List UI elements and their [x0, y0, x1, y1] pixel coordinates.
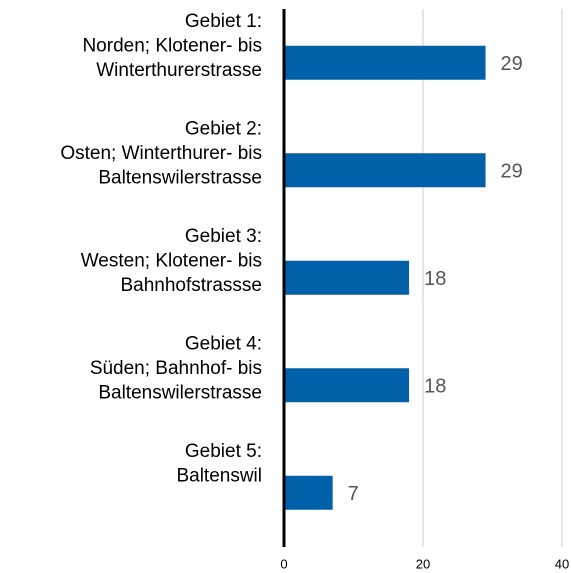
data-label: 18 — [424, 376, 446, 398]
bar — [284, 260, 410, 295]
y-tick-label: Süden; Bahnhof- bis — [90, 358, 262, 379]
data-label: 18 — [424, 268, 446, 290]
y-tick-label: Bahnhofstrassse — [120, 275, 262, 296]
data-label: 29 — [501, 53, 523, 75]
y-tick-label: Westen; Klotener- bis — [81, 250, 262, 271]
data-label: 7 — [348, 483, 359, 505]
x-tick-label: 20 — [416, 556, 430, 571]
y-tick-label: Gebiet 1: — [185, 11, 262, 32]
y-tick-label: Gebiet 2: — [185, 118, 262, 139]
y-tick-label: Gebiet 3: — [185, 226, 262, 247]
y-tick-label: Baltenswilerstrasse — [98, 167, 262, 188]
y-tick-label: Baltenswil — [176, 465, 262, 486]
bar — [284, 368, 410, 403]
data-label: 29 — [501, 161, 523, 183]
y-tick-label: Gebiet 4: — [185, 333, 262, 354]
y-tick-label: Osten; Winterthurer- bis — [60, 143, 262, 164]
bar — [284, 475, 333, 510]
bar — [284, 153, 486, 188]
y-tick-label: Winterthurerstrasse — [96, 60, 262, 81]
y-tick-label: Norden; Klotener- bis — [82, 35, 262, 56]
y-tick-label: Gebiet 5: — [185, 441, 262, 462]
y-tick-label: Baltenswilerstrasse — [98, 382, 262, 403]
x-tick-label: 40 — [555, 556, 569, 571]
bar — [284, 45, 486, 80]
x-tick-label: 0 — [280, 556, 287, 571]
